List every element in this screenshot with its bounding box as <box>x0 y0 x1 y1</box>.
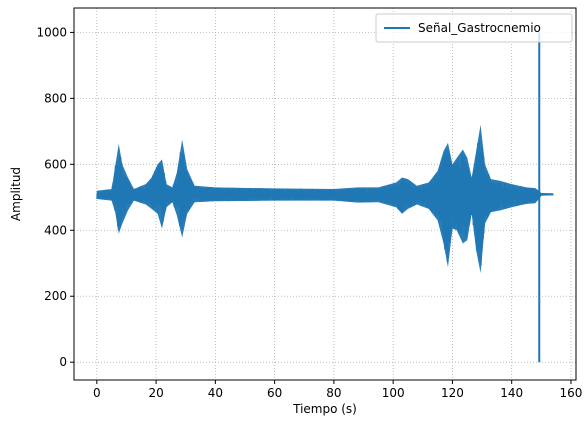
x-axis-label: Tiempo (s) <box>292 402 357 416</box>
x-tick-label: 20 <box>148 386 163 400</box>
y-tick-label: 600 <box>44 157 67 171</box>
y-tick-label: 800 <box>44 91 67 105</box>
x-tick-label: 160 <box>560 386 583 400</box>
y-axis-ticks: 0 200 400 600 800 1000 <box>36 25 74 369</box>
y-axis-label: Amplitud <box>9 167 23 221</box>
x-tick-label: 100 <box>382 386 405 400</box>
x-tick-label: 40 <box>208 386 223 400</box>
y-tick-label: 0 <box>59 355 67 369</box>
legend: Señal_Gastrocnemio <box>375 13 573 43</box>
y-tick-label: 1000 <box>36 25 67 39</box>
x-axis-ticks: 0 20 40 60 80 100 120 140 160 <box>93 380 582 400</box>
x-tick-label: 0 <box>93 386 101 400</box>
x-tick-label: 60 <box>267 386 282 400</box>
x-tick-label: 80 <box>326 386 341 400</box>
y-tick-label: 400 <box>44 223 67 237</box>
legend-box <box>375 13 573 43</box>
plot-area-frame <box>73 7 577 381</box>
y-tick-label: 200 <box>44 289 67 303</box>
x-tick-label: 120 <box>441 386 464 400</box>
legend-label: Señal_Gastrocnemio <box>418 21 541 35</box>
x-tick-label: 140 <box>500 386 523 400</box>
series-line <box>96 140 554 266</box>
series-layer <box>96 32 554 363</box>
